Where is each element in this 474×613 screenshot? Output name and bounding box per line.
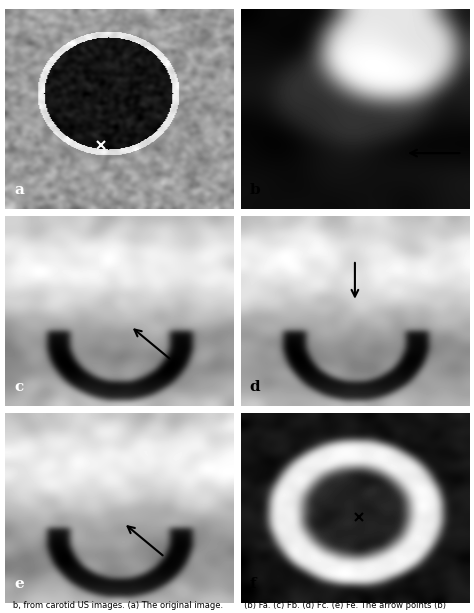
- Text: f: f: [250, 577, 256, 592]
- Text: b: b: [250, 183, 260, 197]
- Text: e: e: [14, 577, 24, 592]
- Text: a: a: [14, 183, 24, 197]
- Text: c: c: [14, 381, 23, 394]
- Text: b, from carotid US images. (a) The original image.        (b) Fa. (c) Fb. (d) Fc: b, from carotid US images. (a) The origi…: [5, 601, 446, 610]
- Text: d: d: [250, 381, 260, 394]
